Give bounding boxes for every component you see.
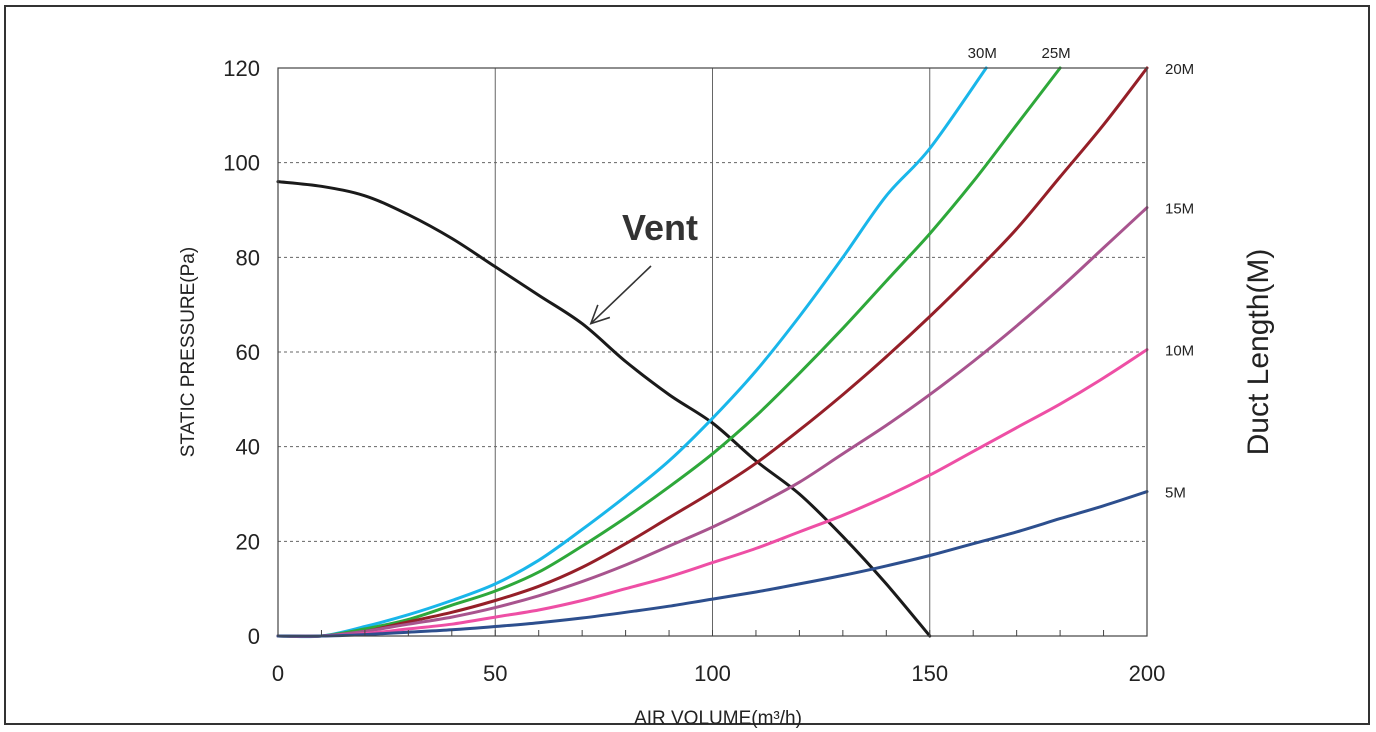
series-line-vent <box>276 180 932 638</box>
x-axis-label: AIR VOLUME(m³/h) <box>634 708 802 729</box>
y-tick-label: 120 <box>223 56 260 81</box>
series-line-30m <box>276 66 988 639</box>
x-tick-label: 100 <box>694 661 731 686</box>
series-label-10m: 10M <box>1165 343 1194 360</box>
series-label-25m: 25M <box>1042 45 1071 62</box>
series-labels: 30M 25M 20M 15M 10M 5M <box>968 45 1195 502</box>
y-tick-label: 20 <box>236 529 260 554</box>
series-label-5m: 5M <box>1165 485 1186 502</box>
x-tick-label: 0 <box>272 661 284 686</box>
vent-annotation-arrow <box>590 265 652 325</box>
chart-frame <box>4 5 1370 725</box>
vent-annotation-arrowhead <box>589 304 611 325</box>
y-axis-label: STATIC PRESSURE(Pa) <box>178 247 199 457</box>
series-lines <box>276 66 1149 639</box>
y-tick-label: 40 <box>236 435 260 460</box>
x-tick-label: 200 <box>1129 661 1166 686</box>
series-label-20m: 20M <box>1165 61 1194 78</box>
series-label-15m: 15M <box>1165 201 1194 218</box>
series-line-10m <box>276 348 1149 638</box>
y-tick-label: 100 <box>223 151 260 176</box>
y-tick-label: 60 <box>236 340 260 365</box>
y-tick-label: 80 <box>236 245 260 270</box>
x-tick-label: 150 <box>911 661 948 686</box>
axis-ticks: 0 20 40 60 80 100 120 0 50 100 150 200 <box>223 56 1165 686</box>
plot-border <box>277 67 1148 637</box>
x-tick-label: 50 <box>483 661 507 686</box>
y2-axis-label: Duct Length(M) <box>1242 249 1275 456</box>
grid-lines <box>278 68 1147 636</box>
vent-annotation: Vent <box>589 207 698 325</box>
series-label-30m: 30M <box>968 45 997 62</box>
series-line-25m <box>276 66 1062 639</box>
vent-annotation-text: Vent <box>622 207 698 248</box>
series-line-15m <box>276 206 1149 638</box>
series-line-20m <box>276 66 1149 638</box>
y-tick-label: 0 <box>248 624 260 649</box>
series-line-5m <box>276 490 1149 638</box>
